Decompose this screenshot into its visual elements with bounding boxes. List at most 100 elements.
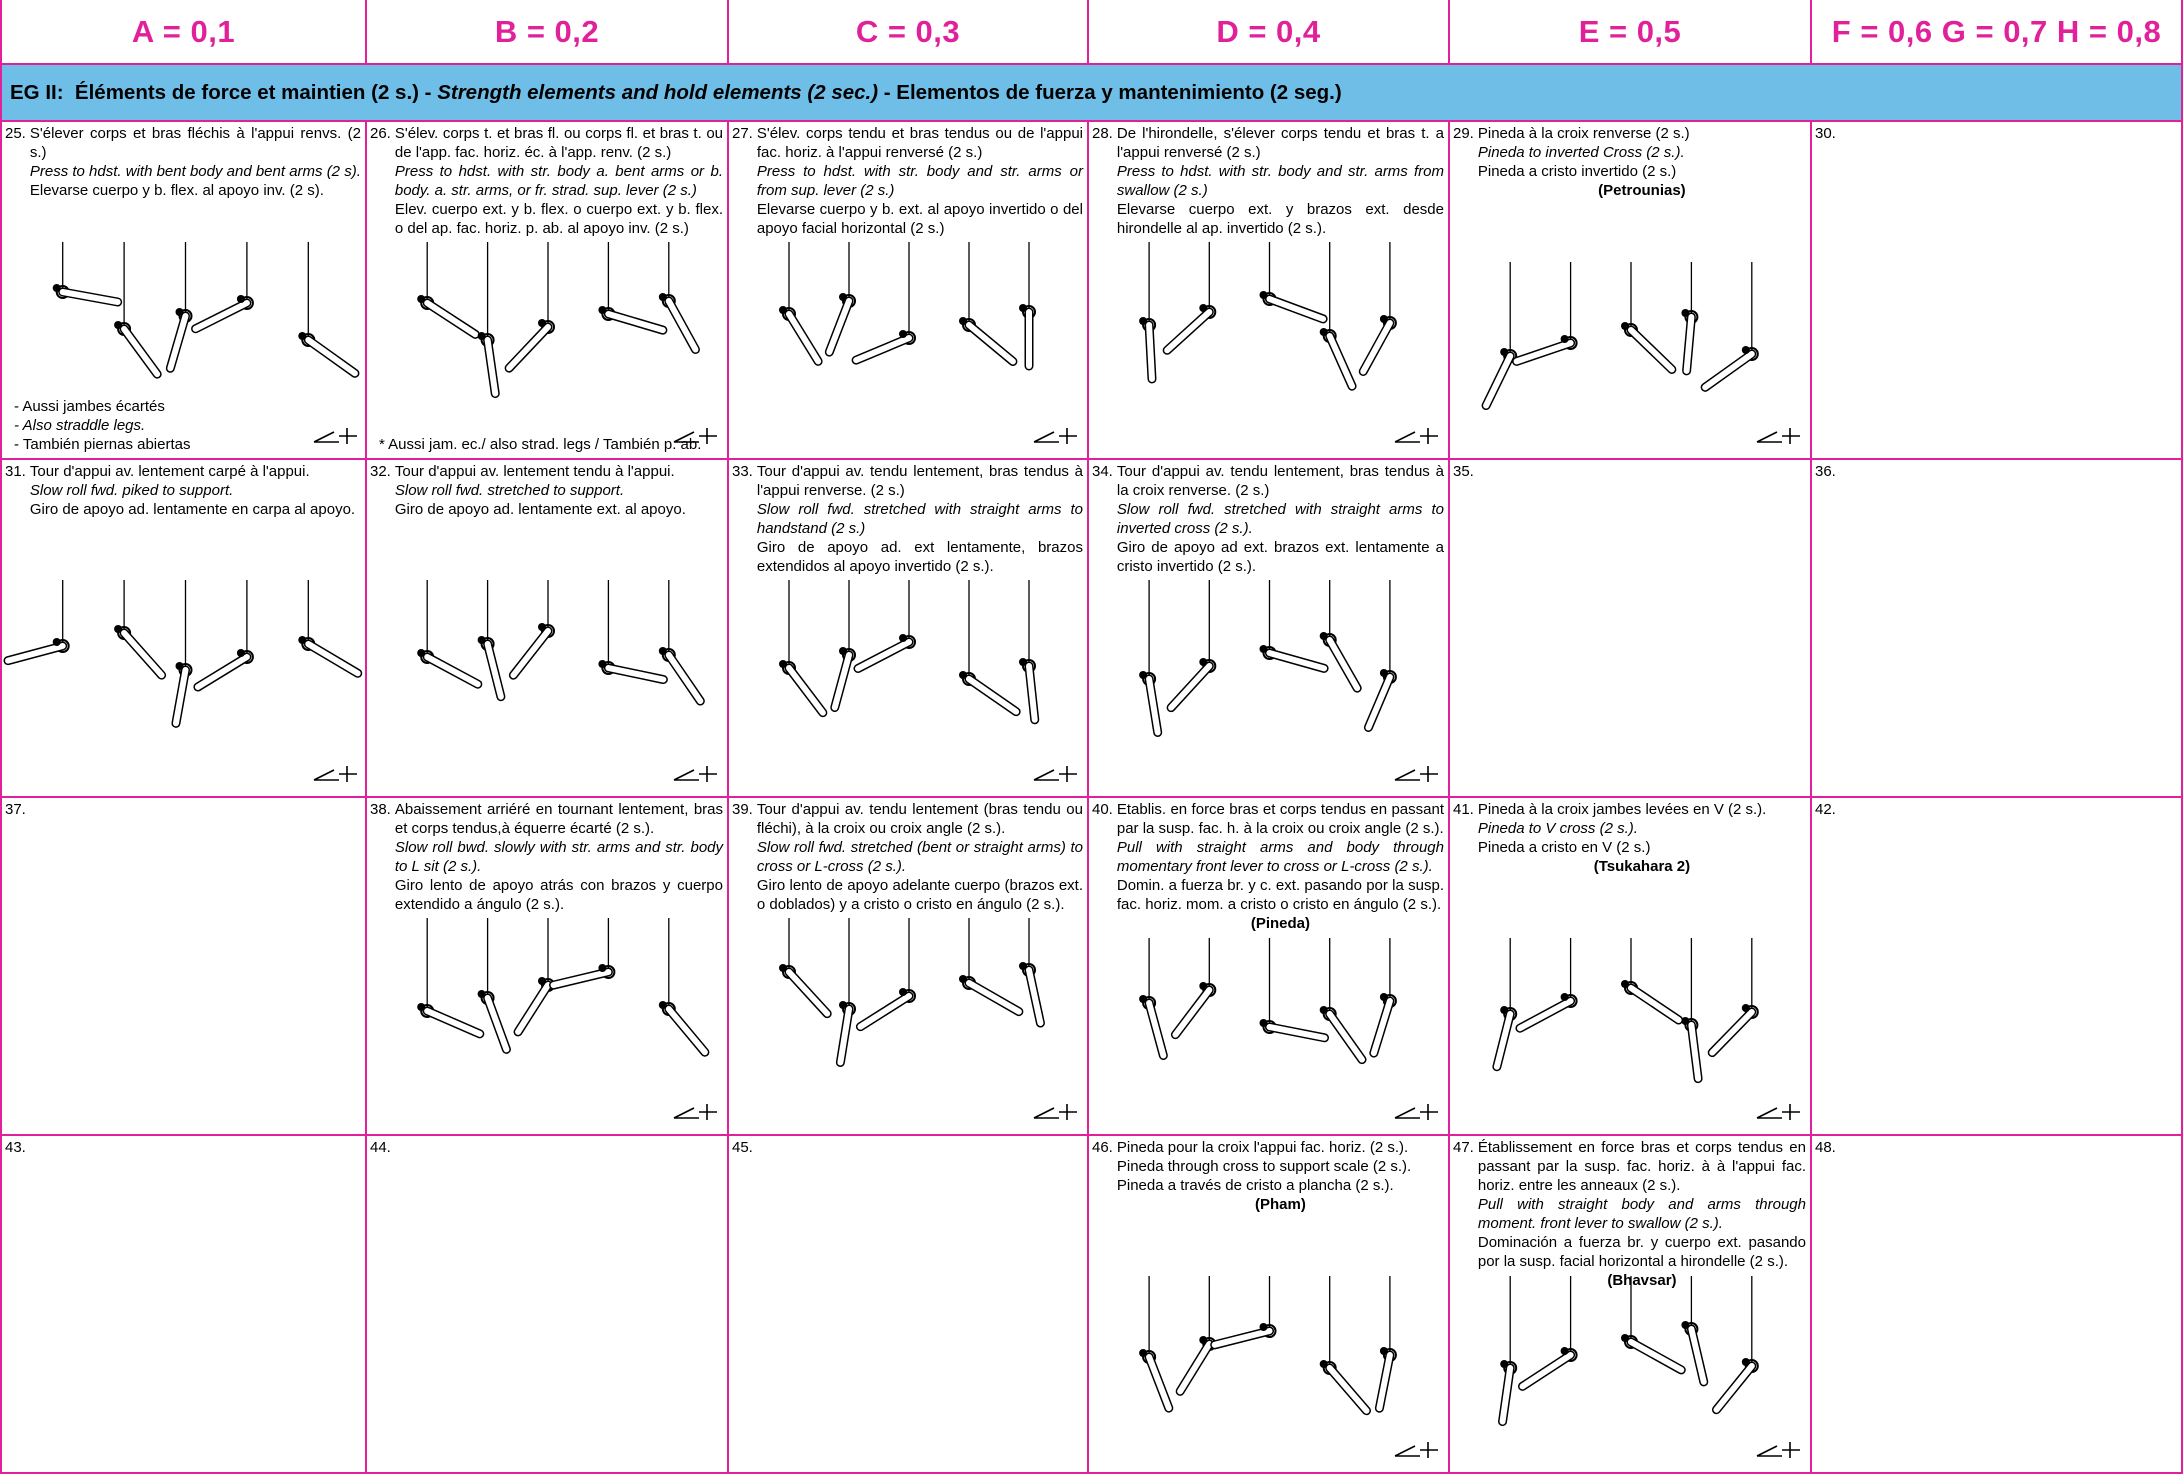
sketch-stroke [121,630,165,679]
sketch-stroke [1033,428,1077,444]
sketch-stroke [1713,1363,1755,1413]
element-description: Tour d'appui av. lentement carpé à l'app… [30,462,361,519]
element-text: 27. S'élev. corps tendu et bras tendus ou… [729,122,1087,238]
sketch-stroke [1756,428,1800,444]
sketch-stroke [899,988,907,996]
sketch-stroke [477,636,486,644]
element-description [1840,1138,2177,1157]
sketch-stroke [1500,1006,1509,1014]
sketch-stroke [298,332,307,340]
sketch-stroke [5,643,66,664]
sketch-stroke [484,995,510,1053]
element-notes: * Aussi jam. ec./ also strad. legs / Tam… [379,435,701,454]
sketch-stroke [1146,676,1161,736]
element-text: 42. [1812,798,2181,819]
element-description: Pineda à la croix jambes levées en V (2 … [1478,800,1806,876]
element-description: De l'hirondelle, s'élever corps tendu et… [1117,124,1444,238]
element-text: 26. S'élev. corps t. et bras fl. ou corps… [367,122,727,238]
sketch-stroke [1139,995,1148,1003]
sketch-stroke [826,298,852,356]
sketch-stroke [1319,1006,1328,1014]
sketch-stroke [1326,1365,1370,1414]
element-text: 48. [1812,1136,2181,1157]
description-line: Pineda through cross to support scale (2… [1116,1158,1412,1175]
sketch-stroke [1709,1009,1755,1056]
sketch-stroke [1628,1339,1685,1373]
element-cell: 32. Tour d'appui av. lentement tendu à l'… [367,460,729,798]
figure-sketch [1139,938,1438,1120]
sketch-stroke [1199,1336,1208,1344]
element-cell: 26. S'élev. corps t. et bras fl. ou corps… [367,122,729,460]
figure-sketch [1481,262,1800,444]
sketch-stroke [1499,1365,1514,1425]
element-number: 28. [1092,125,1113,142]
element-text: 25. S'élever corps et bras fléchis à l'ap… [2,122,365,200]
sketch-stroke [786,665,826,716]
description-line: Domin. a fuerza br. y c. ext. pasando po… [1116,877,1444,913]
element-number: 34. [1092,463,1113,480]
sketch-stroke [786,311,822,365]
element-number: 36. [1815,463,1836,480]
sketch-stroke [1688,1326,1707,1385]
element-cell: 36. [1812,460,2183,798]
sketch-stroke [831,652,852,711]
sketch-stroke [1266,650,1328,672]
sketch-stroke [1266,296,1327,322]
sketch-stroke [1365,674,1393,731]
element-number: 40. [1092,801,1113,818]
sketch-stroke [1519,1352,1574,1390]
sketch-stroke [1560,335,1569,343]
element-description [757,1138,1083,1157]
description-line: Giro de apoyo ad. ext lentamente, brazos… [756,539,1083,575]
note-line: - También piernas abiertas [14,436,191,453]
sketch-stroke [1360,320,1393,375]
element-text: 37. [2,798,365,819]
element-number: 31. [5,463,26,480]
sketch-stroke [1628,985,1682,1023]
element-number: 27. [732,125,753,142]
sketch-stroke [172,667,189,727]
sketch-stroke [1026,967,1044,1027]
element-number: 33. [732,463,753,480]
element-number: 26. [370,125,391,142]
sketch-stroke [665,652,704,705]
element-number: 35. [1453,463,1474,480]
sketch-stroke [837,1006,852,1066]
element-text: 40. Etablis. en force bras et corps tendu… [1089,798,1448,933]
sketch-stroke [417,295,426,303]
sketch-stroke [1741,1358,1750,1366]
element-notes: - Aussi jambes écartés - Also straddle le… [14,397,190,454]
sketch-stroke [424,300,479,338]
element-text: 36. [1812,460,2181,481]
sketch-stroke [1681,1321,1690,1329]
element-cell: 41. Pineda à la croix jambes levées en V … [1450,798,1812,1136]
sketch-stroke [1681,309,1690,317]
sketch-stroke [959,317,967,325]
note-line: - Also straddle legs. [14,417,146,434]
description-line: Press to hdst. with str. body and str. a… [1116,163,1444,199]
sketch-stroke [1211,1328,1273,1348]
description-line: Elevarse cuerpo y b. ext. al apoyo inver… [756,201,1083,237]
sketch-stroke [1394,766,1438,782]
element-text: 29. Pineda à la croix renverse (2 s.) Pine… [1450,122,1810,200]
element-number: 38. [370,801,391,818]
sketch-stroke [424,654,481,688]
sketch-stroke [175,662,184,670]
banner-text: EG II: Éléments de force et maintien (2 … [10,80,438,104]
description-line: Elevarse cuerpo ext. y brazos ext. desde… [1116,201,1444,237]
element-cell: 31. Tour d'appui av. lentement carpé à l'… [0,460,367,798]
element-cell: 44. [367,1136,729,1474]
sketch-stroke [1319,632,1328,640]
element-number: 41. [1453,801,1474,818]
sketch-stroke [966,676,1020,715]
sketch-stroke [1483,353,1514,409]
column-header: F = 0,6 G = 0,7 H = 0,8 [1812,0,2183,65]
element-description [1478,462,1806,481]
sketch-stroke [673,1104,717,1120]
figure-sketch [3,580,363,782]
element-description [1840,124,2177,143]
element-text: 39. Tour d'appui av. tendu lentement (bra… [729,798,1087,914]
description-line: Pineda a cristo invertido (2 s.) [1477,163,1677,180]
sketch-stroke [839,293,847,301]
